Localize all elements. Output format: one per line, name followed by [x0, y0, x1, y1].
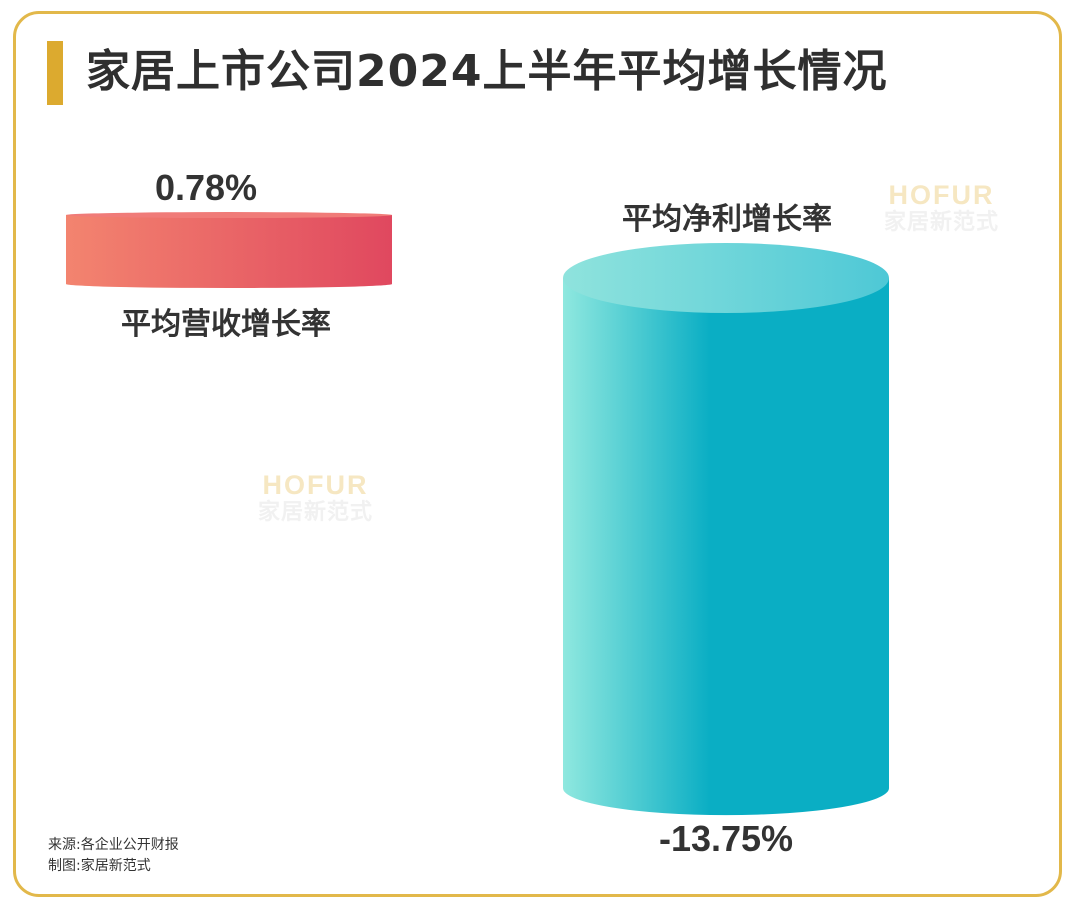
bar-revenue-top: [66, 212, 392, 219]
title-accent-bar: [47, 41, 63, 105]
bar-revenue-body: [66, 215, 392, 288]
bar-profit-body: [563, 278, 889, 816]
data-label-revenue: 0.78%: [155, 167, 257, 208]
maker-note: 制图:家居新范式: [48, 858, 151, 874]
data-label-profit: -13.75%: [659, 818, 793, 859]
watermark-center: HOFUR 家居新范式: [258, 472, 373, 524]
watermark-cn: 家居新范式: [258, 500, 374, 525]
category-label-profit: 平均净利增长率: [622, 202, 832, 237]
page-title: 家居上市公司2024上半年平均增长情况: [86, 46, 888, 97]
source-note: 来源:各企业公开财报: [48, 837, 179, 853]
watermark-en: HOFUR: [888, 180, 995, 210]
watermark-top-right: HOFUR 家居新范式: [884, 182, 999, 234]
bar-profit-top: [563, 243, 889, 313]
watermark-cn: 家居新范式: [884, 210, 1000, 235]
category-label-revenue: 平均营收增长率: [121, 307, 331, 342]
watermark-en: HOFUR: [262, 470, 369, 500]
